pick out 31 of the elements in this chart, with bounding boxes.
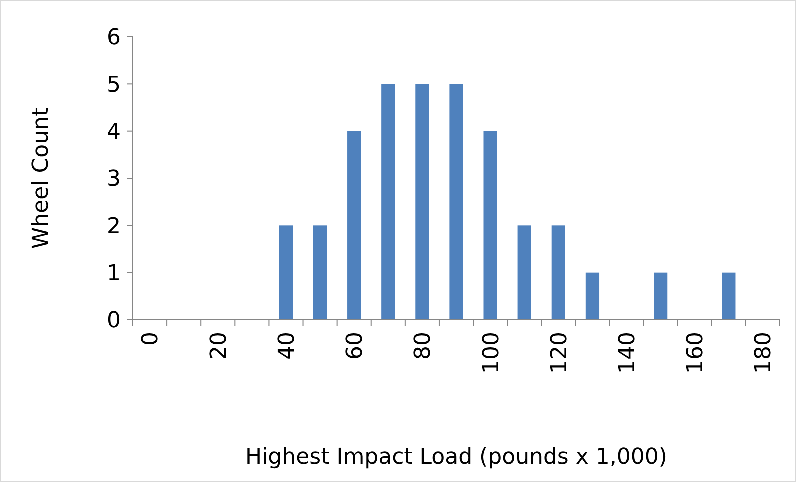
y-tick-label: 1 [107,262,121,287]
bar [416,84,430,320]
bar [382,84,396,320]
bar [552,226,566,320]
x-tick-label: 160 [684,332,709,374]
y-tick-label: 5 [107,72,121,98]
bar [722,272,736,320]
bar [279,226,294,320]
bar [313,226,328,320]
y-axis-title: Wheel Count [29,108,54,250]
y-tick-label: 0 [107,308,121,334]
x-tick-label: 80 [411,332,436,360]
x-tick-label: 60 [343,332,368,360]
y-tick-label: 4 [107,120,121,146]
y-tick-label: 2 [107,214,121,240]
bar [518,226,532,320]
x-tick-label: 40 [274,332,300,360]
bar [450,84,464,320]
x-tick-label: 140 [615,332,640,374]
y-tick-label: 6 [107,26,121,51]
x-tick-label: 0 [138,332,164,346]
x-tick-label: 20 [206,332,232,360]
bar [484,131,498,320]
x-tick-label: 180 [752,332,777,374]
bar [586,272,600,320]
x-tick-label: 100 [479,332,504,374]
x-axis-title: Highest Impact Load (pounds x 1,000) [246,445,668,470]
bar [348,131,362,320]
y-tick-label: 3 [107,167,121,192]
bar [654,272,668,320]
x-tick-label: 120 [547,332,572,374]
